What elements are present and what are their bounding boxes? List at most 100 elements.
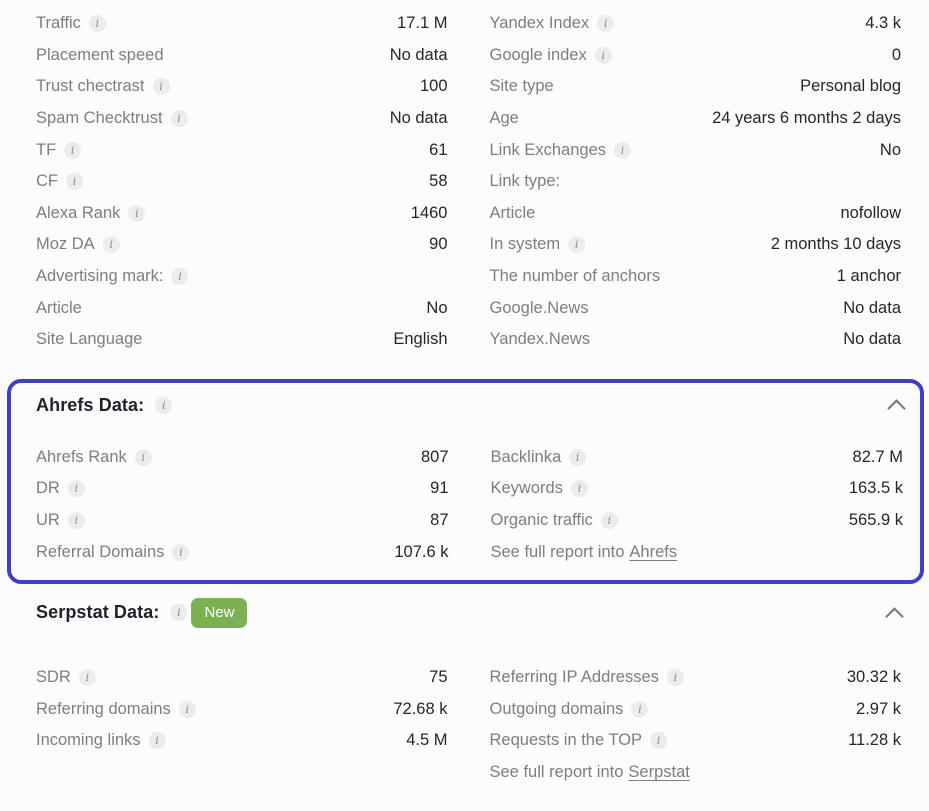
- metric-value: 24 years 6 months 2 days: [712, 109, 901, 128]
- info-icon[interactable]: i: [134, 448, 152, 466]
- ahrefs-section-header: Ahrefs Data: i: [36, 394, 906, 418]
- metric-label-text: In system: [489, 235, 561, 254]
- metric-label-text: Referring IP Addresses: [489, 668, 659, 687]
- metric-label-text: Requests in the TOP: [489, 731, 643, 750]
- metric-label-text: Link Exchanges: [489, 140, 607, 159]
- metric-value: 2 months 10 days: [770, 235, 901, 254]
- metric-row-link-exchanges: Link Exchanges i No: [489, 134, 901, 166]
- metric-row-ahrefs-rank: Ahrefs Rank i 807: [36, 442, 449, 474]
- info-icon[interactable]: i: [67, 480, 85, 498]
- metric-label-text: Yandex.News: [489, 330, 591, 349]
- metric-label: Yandex Index i: [490, 14, 615, 33]
- metric-value: English: [393, 330, 448, 349]
- info-icon[interactable]: i: [172, 543, 190, 561]
- collapse-chevron-up-icon[interactable]: [885, 607, 904, 626]
- metric-label: Referring IP Addresses i: [490, 668, 684, 687]
- info-icon[interactable]: i: [597, 15, 615, 33]
- metric-row-google-index: Google index i 0: [489, 40, 901, 72]
- info-icon[interactable]: i: [171, 268, 189, 286]
- serpstat-section-header: Serpstat Data: i New: [36, 596, 904, 630]
- new-badge: New: [191, 597, 248, 628]
- metric-label: UR i: [36, 511, 85, 530]
- metric-label: Organic traffic i: [491, 511, 618, 530]
- metric-label-text: Article: [489, 203, 536, 222]
- info-icon[interactable]: i: [631, 700, 649, 718]
- info-icon[interactable]: i: [170, 604, 188, 622]
- serpstat-section: Serpstat Data: i New SDR i 75 Referring d…: [0, 596, 929, 788]
- metric-row-site-language: Site Language English: [36, 324, 448, 356]
- metric-label-text: Outgoing domains: [489, 699, 624, 718]
- metric-value: 4.3 k: [865, 14, 901, 33]
- metric-value: 91: [430, 479, 449, 498]
- info-icon[interactable]: i: [155, 396, 173, 414]
- metric-row-in-system: In system i 2 months 10 days: [489, 229, 901, 261]
- metric-row-dr: DR i 91: [36, 473, 449, 505]
- info-icon[interactable]: i: [78, 669, 96, 687]
- metric-row-yandex-index: Yandex Index i 4.3 k: [490, 8, 901, 40]
- metric-label-text: Site Language: [36, 330, 143, 349]
- metric-label-text: Alexa Rank: [36, 203, 121, 222]
- info-icon[interactable]: i: [569, 448, 587, 466]
- info-icon[interactable]: i: [66, 173, 83, 191]
- ahrefs-section: Ahrefs Data: i Ahrefs Rank i 807 DR i 91 U…: [7, 378, 924, 584]
- info-icon[interactable]: i: [170, 110, 188, 128]
- metric-label: Backlinka i: [491, 448, 587, 467]
- metric-label-text: Yandex Index: [489, 14, 590, 33]
- ahrefs-section-title: Ahrefs Data:: [36, 394, 145, 415]
- metric-row-referral-domains: Referral Domains i 107.6 k: [36, 536, 449, 568]
- info-icon[interactable]: i: [152, 78, 170, 96]
- metric-value: 0: [891, 45, 901, 64]
- metric-label: Referral Domains i: [36, 543, 190, 562]
- metric-label: Advertising mark: i: [36, 267, 189, 286]
- metric-value: 100: [419, 77, 448, 96]
- metric-label: Traffic i: [36, 14, 106, 33]
- info-icon[interactable]: i: [64, 141, 82, 159]
- info-icon[interactable]: i: [594, 46, 612, 64]
- serpstat-columns: SDR i 75 Referring domains i 72.68 k Incom…: [36, 662, 901, 788]
- metric-row-spam: Spam Checktrust i No data: [36, 103, 448, 135]
- ahrefs-report-link[interactable]: Ahrefs: [629, 542, 678, 561]
- info-icon[interactable]: i: [178, 700, 196, 718]
- info-icon[interactable]: i: [650, 732, 668, 750]
- metric-label-text: DR: [36, 479, 60, 498]
- info-icon[interactable]: i: [666, 669, 684, 687]
- metric-label: Article: [36, 299, 82, 318]
- metric-label-text: CF: [36, 172, 58, 191]
- serpstat-report-link[interactable]: Serpstat: [628, 762, 690, 781]
- info-icon[interactable]: i: [148, 732, 166, 750]
- info-icon[interactable]: i: [88, 15, 106, 33]
- metric-label-text: Site type: [489, 77, 554, 96]
- metric-label-text: Referring domains: [36, 699, 171, 718]
- info-icon[interactable]: i: [67, 512, 85, 530]
- metric-row-article: Article No: [36, 292, 448, 324]
- metric-label: Google.News: [490, 299, 589, 318]
- metric-row-article-type: Article nofollow: [490, 198, 902, 230]
- metric-label: Alexa Rank i: [36, 203, 146, 223]
- metric-label-text: Backlinka: [490, 447, 562, 466]
- metric-label-text: Trust chectrast: [36, 77, 145, 96]
- metric-value: 17.1 M: [397, 14, 448, 33]
- info-icon[interactable]: i: [128, 204, 146, 222]
- metric-value: No data: [843, 298, 901, 317]
- metric-label: Ahrefs Rank i: [36, 448, 152, 467]
- metric-row-backlinks: Backlinka i 82.7 M: [491, 442, 903, 474]
- info-icon[interactable]: i: [102, 236, 120, 254]
- metric-row-outgoing-domains: Outgoing domains i 2.97 k: [489, 694, 901, 726]
- metric-label: SDR i: [36, 668, 96, 687]
- metric-row-google-news: Google.News No data: [490, 292, 902, 324]
- metric-label-text: Article: [36, 298, 82, 317]
- info-icon[interactable]: i: [570, 480, 588, 498]
- metric-label: The number of anchors: [490, 267, 661, 286]
- info-icon[interactable]: i: [600, 512, 618, 530]
- metric-label-text: Link type:: [489, 172, 561, 191]
- metric-label: Trust chectrast i: [36, 77, 170, 96]
- metric-value: nofollow: [840, 203, 901, 222]
- info-icon[interactable]: i: [568, 236, 586, 254]
- metric-label-text: Google index: [489, 45, 587, 64]
- metric-label: Referring domains i: [36, 700, 196, 719]
- info-icon[interactable]: i: [614, 141, 631, 159]
- metric-label-text: Placement speed: [36, 45, 164, 64]
- general-right-column: Yandex Index i 4.3 k Google index i 0 Site…: [490, 8, 902, 356]
- metric-value: No: [426, 298, 448, 317]
- collapse-chevron-up-icon[interactable]: [887, 399, 906, 418]
